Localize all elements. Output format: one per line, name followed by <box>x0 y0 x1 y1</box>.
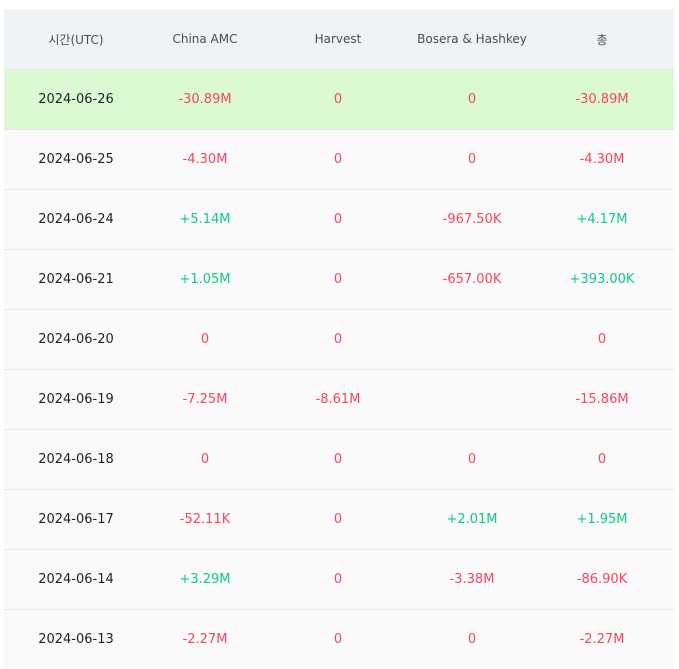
table-row[interactable]: 2024-06-18 0 0 0 0 <box>4 429 674 489</box>
header-total[interactable]: 총 <box>596 32 608 47</box>
total-cell: 0 <box>597 452 607 467</box>
date-cell: 2024-06-26 <box>38 92 114 107</box>
total-cell: +1.95M <box>576 512 628 527</box>
table-row[interactable]: 2024-06-24 +5.14M 0 -967.50K +4.17M <box>4 189 674 249</box>
date-cell: 2024-06-24 <box>38 212 114 227</box>
etf-flow-table: 시간(UTC) China AMC Harvest Bosera & Hashk… <box>4 9 674 669</box>
table-row[interactable]: 2024-06-13 -2.27M 0 0 -2.27M <box>4 609 674 669</box>
harvest-cell: 0 <box>333 272 343 287</box>
table-row[interactable]: 2024-06-26 -30.89M 0 0 -30.89M <box>4 69 674 129</box>
china-amc-cell: -4.30M <box>182 152 228 167</box>
table-row[interactable]: 2024-06-21 +1.05M 0 -657.00K +393.00K <box>4 249 674 309</box>
date-cell: 2024-06-17 <box>38 512 114 527</box>
date-cell: 2024-06-25 <box>38 152 114 167</box>
total-cell: 0 <box>597 332 607 347</box>
date-cell: 2024-06-18 <box>38 452 114 467</box>
harvest-cell: 0 <box>333 452 343 467</box>
harvest-cell: 0 <box>333 92 343 107</box>
bosera-hashkey-cell: 0 <box>467 452 477 467</box>
harvest-cell: 0 <box>333 572 343 587</box>
total-cell: -4.30M <box>579 152 625 167</box>
harvest-cell: 0 <box>333 152 343 167</box>
bosera-hashkey-cell: 0 <box>467 632 477 647</box>
harvest-cell: 0 <box>333 512 343 527</box>
china-amc-cell: 0 <box>200 452 210 467</box>
china-amc-cell: 0 <box>200 332 210 347</box>
header-time-utc[interactable]: 시간(UTC) <box>48 32 104 47</box>
table-header: 시간(UTC) China AMC Harvest Bosera & Hashk… <box>4 9 674 69</box>
china-amc-cell: -30.89M <box>178 92 232 107</box>
harvest-cell: 0 <box>333 632 343 647</box>
table-row[interactable]: 2024-06-14 +3.29M 0 -3.38M -86.90K <box>4 549 674 609</box>
date-cell: 2024-06-21 <box>38 272 114 287</box>
table-row[interactable]: 2024-06-20 0 0 0 <box>4 309 674 369</box>
total-cell: +393.00K <box>569 272 635 287</box>
china-amc-cell: +1.05M <box>179 272 231 287</box>
bosera-hashkey-cell: -3.38M <box>449 572 495 587</box>
harvest-cell: 0 <box>333 212 343 227</box>
total-cell: -86.90K <box>576 572 628 587</box>
total-cell: -2.27M <box>579 632 625 647</box>
china-amc-cell: -2.27M <box>182 632 228 647</box>
bosera-hashkey-cell: -657.00K <box>442 272 502 287</box>
bosera-hashkey-cell: 0 <box>467 92 477 107</box>
bosera-hashkey-cell: 0 <box>467 152 477 167</box>
total-cell: -30.89M <box>575 92 629 107</box>
harvest-cell: 0 <box>333 332 343 347</box>
date-cell: 2024-06-19 <box>38 392 114 407</box>
date-cell: 2024-06-20 <box>38 332 114 347</box>
header-harvest[interactable]: Harvest <box>314 32 362 46</box>
total-cell: +4.17M <box>576 212 628 227</box>
date-cell: 2024-06-13 <box>38 632 114 647</box>
date-cell: 2024-06-14 <box>38 572 114 587</box>
header-china-amc[interactable]: China AMC <box>172 32 238 46</box>
china-amc-cell: -52.11K <box>179 512 231 527</box>
china-amc-cell: -7.25M <box>182 392 228 407</box>
harvest-cell: -8.61M <box>315 392 361 407</box>
bosera-hashkey-cell: +2.01M <box>446 512 498 527</box>
table-row[interactable]: 2024-06-17 -52.11K 0 +2.01M +1.95M <box>4 489 674 549</box>
table-row[interactable]: 2024-06-19 -7.25M -8.61M -15.86M <box>4 369 674 429</box>
table-row[interactable]: 2024-06-25 -4.30M 0 0 -4.30M <box>4 129 674 189</box>
total-cell: -15.86M <box>575 392 629 407</box>
china-amc-cell: +3.29M <box>179 572 231 587</box>
china-amc-cell: +5.14M <box>179 212 231 227</box>
bosera-hashkey-cell: -967.50K <box>442 212 502 227</box>
header-bosera-hashkey[interactable]: Bosera & Hashkey <box>417 32 527 46</box>
